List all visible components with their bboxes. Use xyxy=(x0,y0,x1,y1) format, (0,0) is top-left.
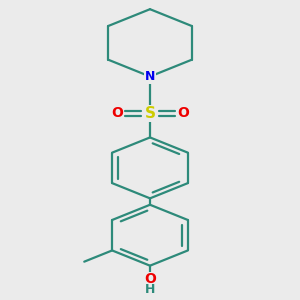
Text: O: O xyxy=(144,272,156,286)
Text: N: N xyxy=(145,70,155,83)
Text: O: O xyxy=(111,106,123,120)
Text: O: O xyxy=(177,106,189,120)
Text: H: H xyxy=(145,283,155,296)
Text: S: S xyxy=(145,106,155,121)
